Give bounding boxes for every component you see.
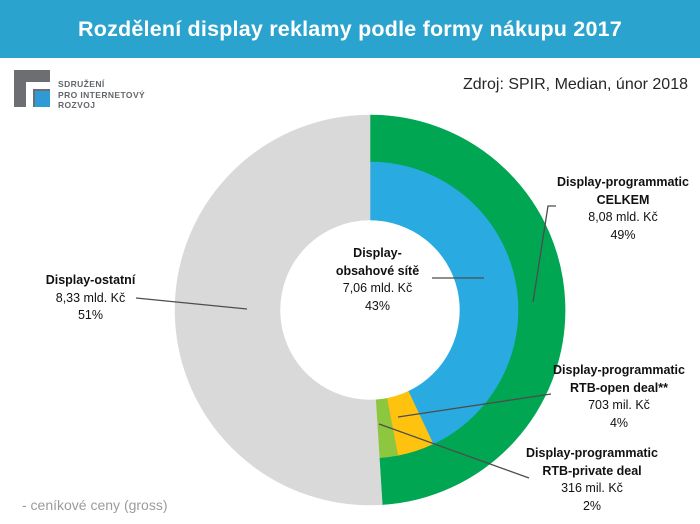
logo-line-2: PRO INTERNETOVÝ xyxy=(58,89,146,100)
page-title: Rozdělení display reklamy podle formy ná… xyxy=(78,16,622,41)
source-note: Zdroj: SPIR, Median, únor 2018 xyxy=(462,76,688,93)
callout-display-obsahove-site: Display- obsahové sítě 7,06 mld. Kč 43% xyxy=(305,245,450,315)
title-bar: Rozdělení display reklamy podle formy ná… xyxy=(0,0,700,58)
callout-label: Display-programmatic xyxy=(557,175,689,189)
callout-label: Display-ostatní xyxy=(45,273,136,287)
spir-logo: SDRUŽENÍ PRO INTERNETOVÝ ROZVOJ xyxy=(14,70,145,111)
inner-segment-display-obsahov-s-t xyxy=(369,161,519,445)
footnote: - ceníkové ceny (gross) xyxy=(22,497,168,513)
leader-line-celkem xyxy=(532,205,556,303)
callout-label: Display-programmatic xyxy=(526,446,658,460)
callout-label: Display-programmatic xyxy=(553,363,685,377)
inner-segment-display-ostatn xyxy=(221,161,380,459)
spir-logo-icon xyxy=(14,70,50,107)
leader-line-open-deal xyxy=(397,393,552,418)
callout-amount: 8,08 mld. Kč xyxy=(588,210,658,224)
callout-label-2: obsahové sítě xyxy=(335,263,420,278)
leader-lines xyxy=(135,205,556,479)
callout-amount: 703 mil. Kč xyxy=(588,398,650,412)
callout-label-2: RTB-private deal xyxy=(542,463,642,478)
callout-rtb-private-deal: Display-programmatic RTB-private deal 31… xyxy=(514,445,670,515)
callout-percent: 51% xyxy=(77,308,104,322)
callout-percent: 2% xyxy=(582,498,602,513)
callout-rtb-open-deal: Display-programmatic RTB-open deal** 703… xyxy=(541,362,697,432)
callout-programmatic-celkem: Display-programmatic CELKEM 8,08 mld. Kč… xyxy=(548,174,698,244)
leader-line-ostatni xyxy=(135,297,248,310)
callout-label-2: CELKEM xyxy=(596,192,650,207)
logo-line-3: ROZVOJ xyxy=(58,100,96,110)
donut-rings xyxy=(174,114,566,506)
callout-percent: 43% xyxy=(364,298,391,313)
callout-label-2: RTB-open deal** xyxy=(570,380,668,395)
logo-line-1: SDRUŽENÍ xyxy=(58,79,105,89)
leader-line-private-deal xyxy=(378,423,530,479)
callout-percent: 4% xyxy=(609,415,629,430)
spir-logo-text: SDRUŽENÍ PRO INTERNETOVÝ ROZVOJ xyxy=(58,70,145,111)
callout-label: Display- xyxy=(353,246,402,260)
callout-percent: 49% xyxy=(610,227,636,242)
callout-display-ostatni: Display-ostatní 8,33 mld. Kč 51% xyxy=(18,272,163,325)
callout-amount: 7,06 mld. Kč xyxy=(342,281,413,295)
callout-amount: 8,33 mld. Kč xyxy=(55,290,126,305)
callout-amount: 316 mil. Kč xyxy=(561,481,623,495)
